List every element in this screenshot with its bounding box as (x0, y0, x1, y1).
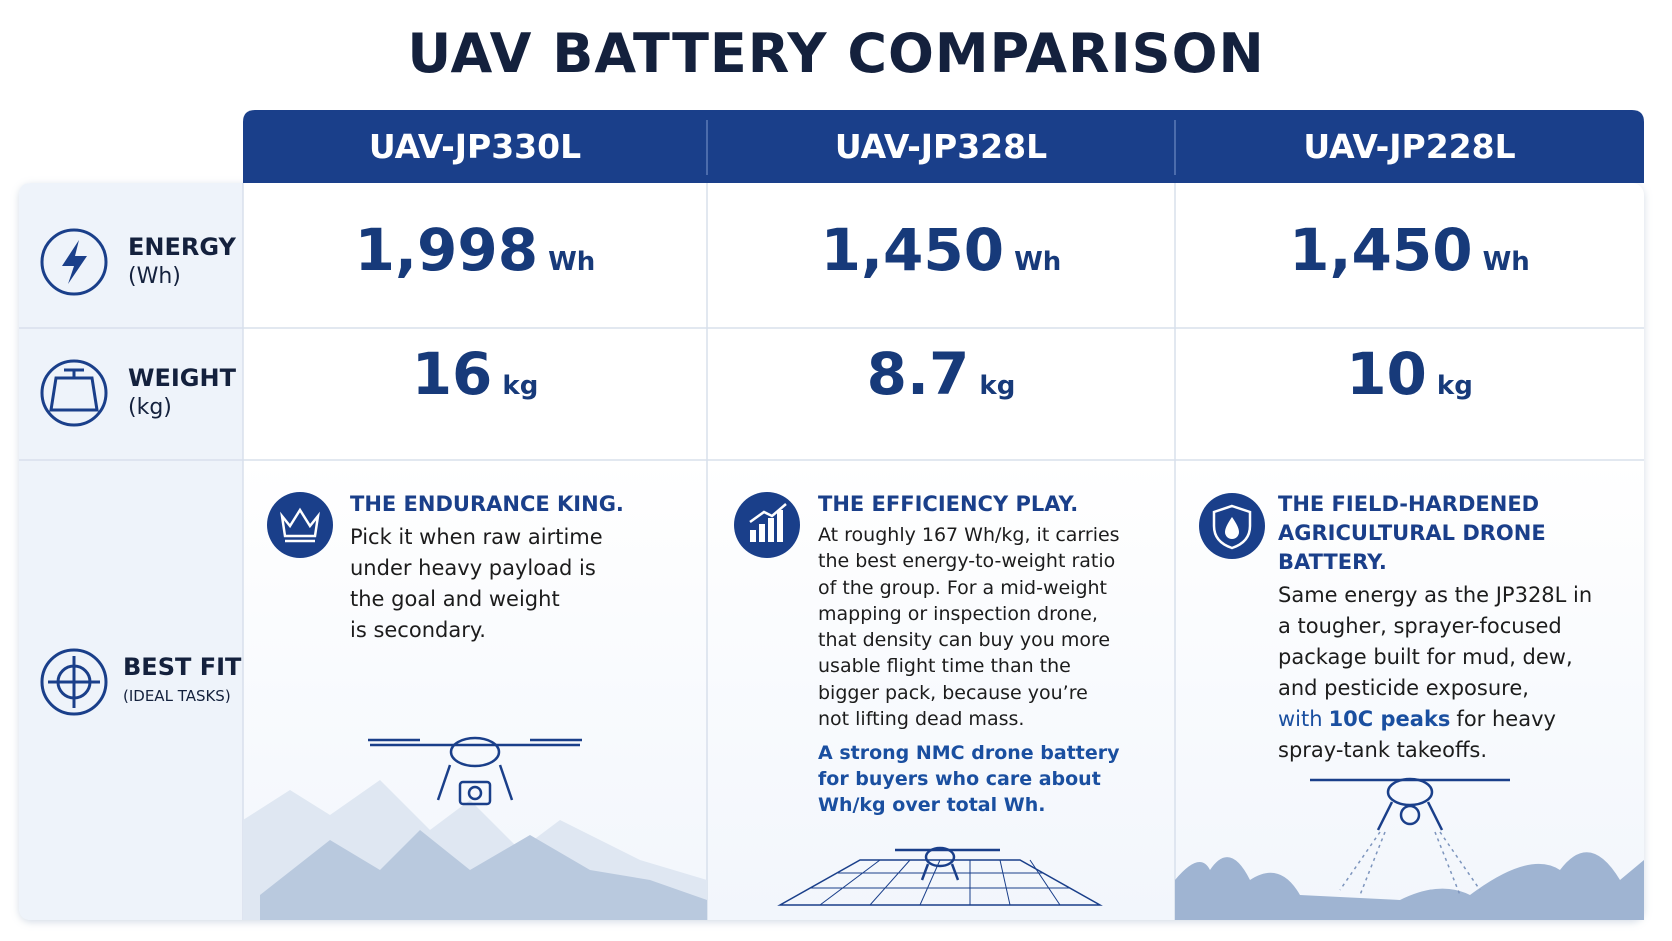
body-line: mapping or inspection drone, (818, 602, 1098, 625)
body-line: usable flight time than the (818, 655, 1071, 678)
row-label-title: BEST FIT (123, 653, 242, 681)
best-fit-cell: THE ENDURANCE KING. Pick it when raw airt… (350, 490, 690, 646)
value-cell: 1,998 Wh (243, 216, 707, 284)
value: 1,450 (820, 216, 1005, 284)
fit-heading: AGRICULTURAL DRONE BATTERY. (1278, 521, 1546, 574)
fit-body: At roughly 167 Wh/kg, it carries the best… (818, 522, 1148, 732)
unit: kg (502, 371, 539, 401)
fit-body: Pick it when raw airtime under heavy payl… (350, 522, 690, 646)
fit-heading: THE FIELD-HARDENED (1278, 492, 1540, 516)
row-label-title: WEIGHT (128, 364, 236, 392)
body-line: of the group. For a mid-weight (818, 576, 1108, 599)
row-label-unit: (Wh) (128, 264, 181, 289)
row-label: ENERGY (Wh) (128, 233, 236, 291)
unit: kg (1436, 371, 1473, 401)
unit: Wh (1014, 247, 1062, 277)
body-line: the best energy-to-weight ratio (818, 550, 1116, 573)
body-line: bigger pack, because you’re (818, 681, 1088, 704)
fit-heading: THE ENDURANCE KING. (350, 492, 624, 516)
unit: kg (979, 371, 1016, 401)
column-header: UAV-JP228L (1303, 127, 1516, 166)
body-line: At roughly 167 Wh/kg, it carries (818, 524, 1120, 546)
unit: Wh (1482, 247, 1530, 277)
fit-heading: THE EFFICIENCY PLAY. (818, 492, 1079, 516)
highlight-lead: with (1278, 707, 1323, 731)
body-line: under heavy payload is (350, 556, 596, 580)
note-line: A strong NMC drone battery (818, 742, 1120, 765)
title: UAV BATTERY COMPARISON (407, 22, 1265, 85)
value-cell: 16 kg (243, 340, 707, 408)
best-fit-cell: THE FIELD-HARDENED AGRICULTURAL DRONE BAT… (1278, 490, 1638, 766)
value-cell: 1,450 Wh (707, 216, 1175, 284)
column-header: UAV-JP330L (368, 127, 582, 166)
column-header: UAV-JP328L (834, 127, 1048, 166)
row-label: WEIGHT (kg) (128, 364, 236, 422)
body-line: that density can buy you more (818, 629, 1111, 652)
unit: Wh (548, 247, 596, 277)
body-line: spray-tank takeoffs. (1278, 738, 1488, 762)
row-label-unit: (IDEAL TASKS) (123, 687, 231, 705)
body-line: a tougher, sprayer-focused (1278, 614, 1562, 638)
value: 10 (1346, 340, 1427, 408)
note-line: for buyers who care about (818, 768, 1101, 791)
body-line: package built for mud, dew, (1278, 645, 1573, 669)
fit-note: A strong NMC drone battery for buyers who… (818, 740, 1148, 818)
value: 16 (411, 340, 493, 408)
body-line: not lifting dead mass. (818, 708, 1025, 731)
value: 1,998 (354, 216, 539, 284)
value: 1,450 (1289, 216, 1473, 284)
value-cell: 8.7 kg (707, 340, 1175, 408)
value: 8.7 (866, 340, 970, 408)
highlight-emphasis: 10C peaks (1328, 707, 1451, 731)
body-line: is secondary. (350, 618, 486, 642)
row-label-unit: (kg) (128, 395, 172, 420)
highlight-line: with 10C peaks for heavy (1278, 704, 1638, 735)
row-label-title: ENERGY (128, 233, 236, 261)
value-cell: 10 kg (1175, 340, 1644, 408)
body-line: Pick it when raw airtime (350, 525, 603, 549)
note-line: Wh/kg over total Wh. (818, 794, 1046, 817)
row-label: BEST FIT (IDEAL TASKS) (123, 653, 241, 711)
highlight-rest: for heavy (1456, 707, 1556, 731)
body-line: Same energy as the JP328L in (1278, 583, 1593, 607)
fit-body: Same energy as the JP328L in a tougher, s… (1278, 580, 1638, 766)
best-fit-cell: THE EFFICIENCY PLAY. At roughly 167 Wh/kg… (818, 490, 1148, 818)
body-line: and pesticide exposure, (1278, 676, 1529, 700)
value-cell: 1,450 Wh (1175, 216, 1644, 284)
body-line: the goal and weight (350, 587, 560, 611)
